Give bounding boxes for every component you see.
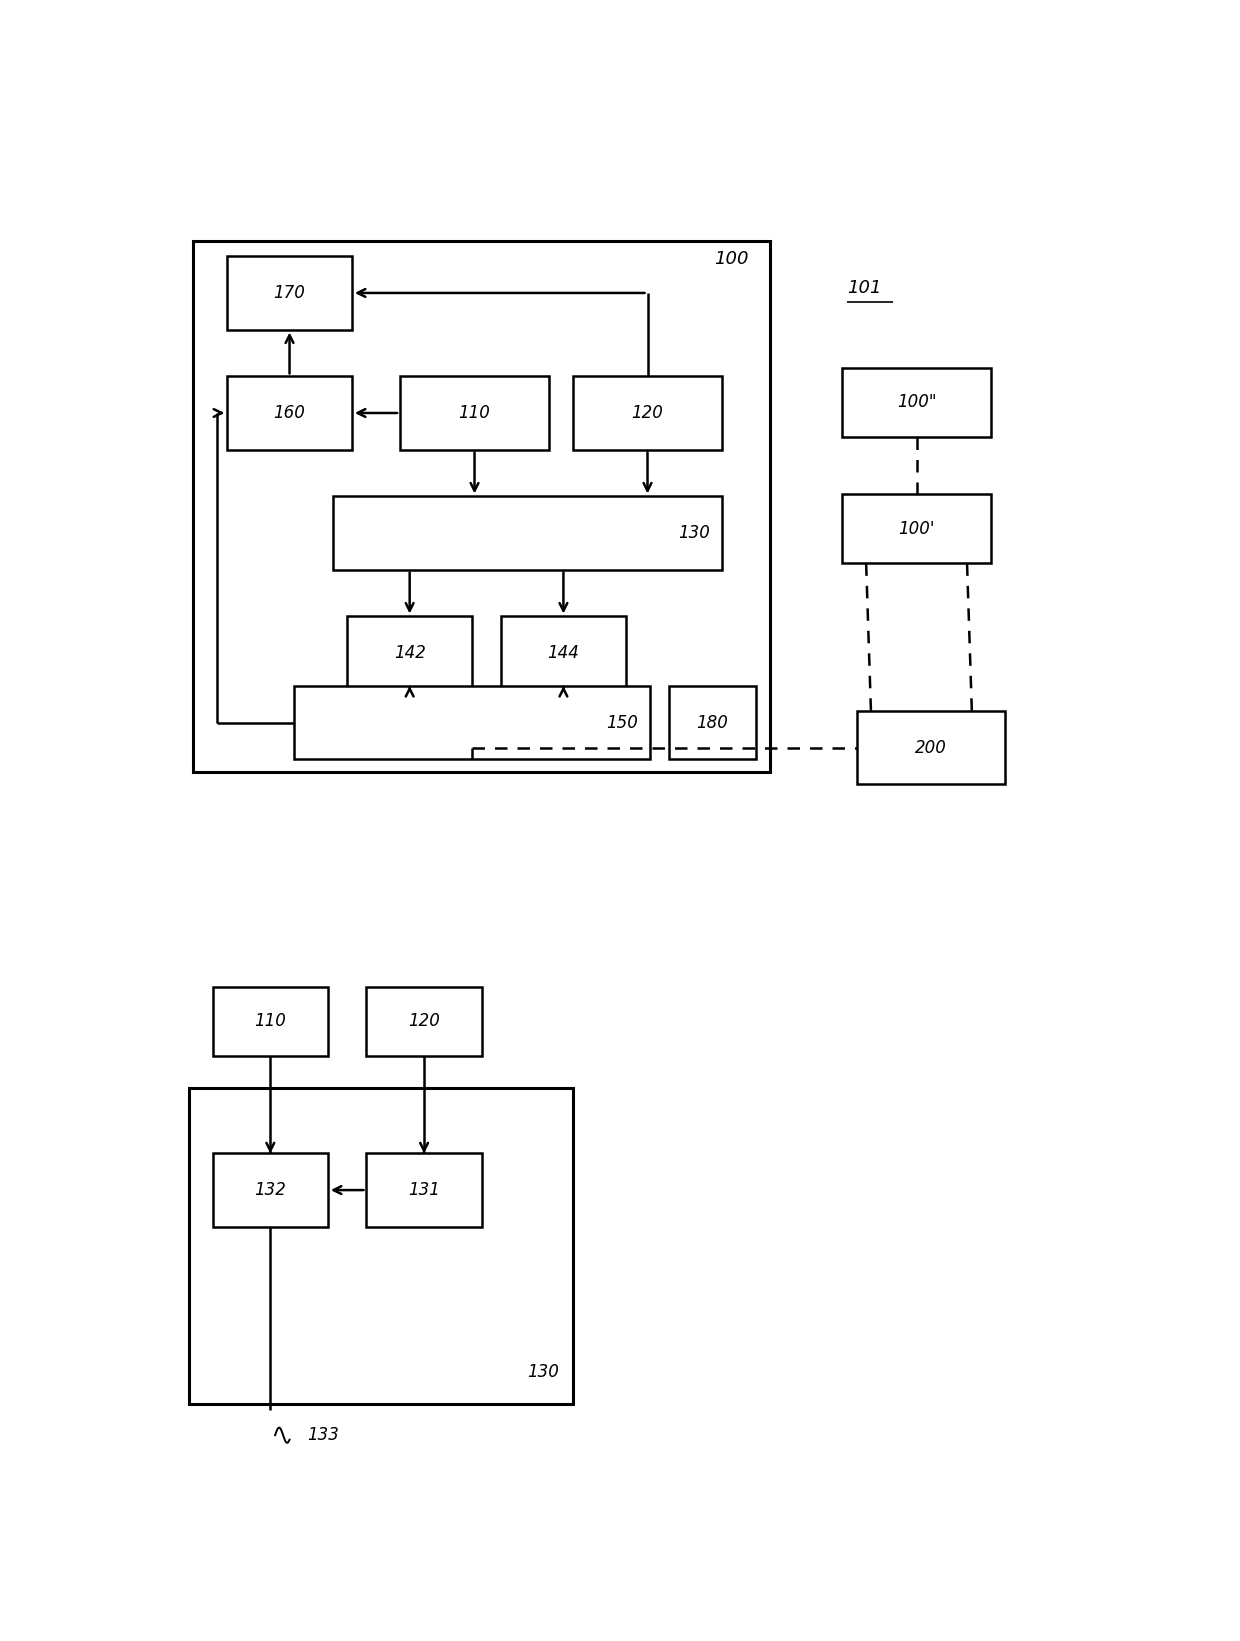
FancyBboxPatch shape	[367, 1154, 481, 1227]
FancyBboxPatch shape	[294, 686, 650, 760]
FancyBboxPatch shape	[227, 256, 352, 330]
FancyBboxPatch shape	[401, 376, 549, 450]
Text: 110: 110	[459, 404, 491, 422]
FancyBboxPatch shape	[193, 241, 770, 771]
Text: 150: 150	[606, 714, 639, 732]
Text: 133: 133	[306, 1426, 339, 1444]
Text: 144: 144	[548, 643, 579, 661]
FancyBboxPatch shape	[670, 686, 755, 760]
FancyBboxPatch shape	[501, 617, 626, 689]
Text: 131: 131	[408, 1182, 440, 1200]
Text: 120: 120	[631, 404, 663, 422]
Text: 130: 130	[527, 1364, 559, 1380]
Text: 130: 130	[678, 523, 711, 542]
Text: 101: 101	[847, 279, 882, 297]
Text: 120: 120	[408, 1012, 440, 1031]
FancyBboxPatch shape	[188, 1088, 573, 1403]
FancyBboxPatch shape	[573, 376, 722, 450]
Text: 200: 200	[915, 738, 947, 757]
FancyBboxPatch shape	[213, 1154, 327, 1227]
Text: 110: 110	[254, 1012, 286, 1031]
Text: 132: 132	[254, 1182, 286, 1200]
Text: 180: 180	[697, 714, 728, 732]
Text: 100: 100	[714, 249, 749, 267]
FancyBboxPatch shape	[367, 986, 481, 1057]
Text: 160: 160	[274, 404, 305, 422]
FancyBboxPatch shape	[332, 496, 722, 569]
Text: 100": 100"	[897, 394, 936, 412]
FancyBboxPatch shape	[842, 368, 991, 437]
FancyBboxPatch shape	[213, 986, 327, 1057]
Text: 142: 142	[394, 643, 425, 661]
FancyBboxPatch shape	[227, 376, 352, 450]
Text: 100': 100'	[898, 520, 935, 538]
FancyBboxPatch shape	[857, 711, 1006, 784]
Text: 170: 170	[274, 284, 305, 302]
FancyBboxPatch shape	[842, 494, 991, 563]
FancyBboxPatch shape	[347, 617, 472, 689]
